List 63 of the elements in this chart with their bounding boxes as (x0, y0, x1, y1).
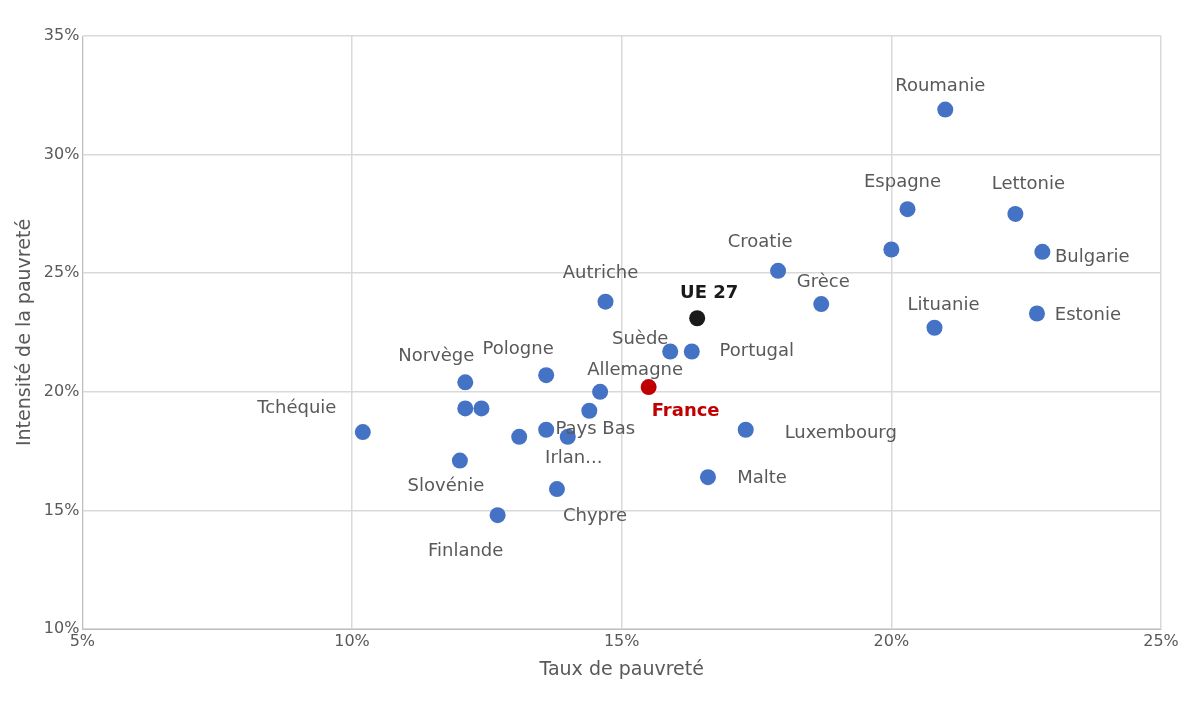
point (689, 310, 706, 327)
point (926, 319, 943, 336)
point (737, 421, 754, 438)
y-tick-label: 30% (43, 143, 80, 163)
annotation: Roumanie (895, 74, 986, 96)
annotation: Chypre (562, 503, 628, 525)
y-tick-label: 25% (43, 262, 80, 282)
x-tick-label: 25% (1143, 630, 1179, 650)
point (538, 367, 555, 384)
x-axis-title: Taux de pauvreté (538, 656, 704, 679)
y-axis-title: Intensité de la pauvreté (12, 218, 35, 447)
annotation: Luxembourg (784, 421, 897, 443)
annotation: France (651, 398, 720, 420)
annotation: Pays Bas (555, 417, 636, 439)
annotation: UE 27 (680, 280, 739, 302)
point (937, 101, 954, 118)
point (538, 421, 555, 438)
point (1034, 243, 1051, 260)
point (511, 428, 528, 445)
point (548, 481, 565, 498)
annotation: Lituanie (907, 293, 980, 315)
annotation: Irlan... (545, 445, 603, 467)
y-tick-label: 35% (43, 25, 80, 45)
point (592, 383, 609, 400)
point (354, 424, 371, 441)
point (640, 379, 657, 396)
point (883, 241, 900, 258)
point (699, 469, 716, 486)
point (581, 402, 598, 419)
annotation: Croatie (727, 230, 793, 252)
point (813, 296, 830, 313)
annotation: Norvège (398, 343, 475, 365)
point (899, 201, 916, 218)
annotation: Slovénie (407, 474, 485, 496)
point (597, 293, 614, 310)
point (683, 343, 700, 360)
point (473, 400, 490, 417)
y-tick-label: 15% (43, 499, 80, 519)
annotation: Allemagne (587, 358, 684, 380)
annotation: Espagne (863, 169, 942, 191)
annotation: Portugal (719, 339, 795, 361)
annotation: Malte (737, 465, 787, 487)
annotation: Autriche (562, 261, 639, 283)
x-tick-label: 20% (873, 630, 910, 650)
y-tick-label: 20% (43, 380, 80, 400)
x-tick-label: 15% (603, 630, 640, 650)
annotation: Finlande (427, 538, 504, 560)
annotation: Lettonie (991, 171, 1066, 193)
annotation: Bulgarie (1055, 244, 1130, 266)
point (457, 374, 474, 391)
point (489, 507, 506, 524)
point (770, 262, 787, 279)
point (1028, 305, 1045, 322)
annotation: Pologne (482, 336, 554, 358)
point (662, 343, 679, 360)
point (457, 400, 474, 417)
annotation: Grèce (796, 269, 850, 291)
annotation: Suède (612, 327, 669, 349)
point (1007, 205, 1024, 222)
annotation: Estonie (1054, 303, 1122, 325)
annotation: Tchéquie (256, 395, 337, 417)
x-tick-label: 10% (334, 630, 370, 650)
point (451, 452, 468, 469)
